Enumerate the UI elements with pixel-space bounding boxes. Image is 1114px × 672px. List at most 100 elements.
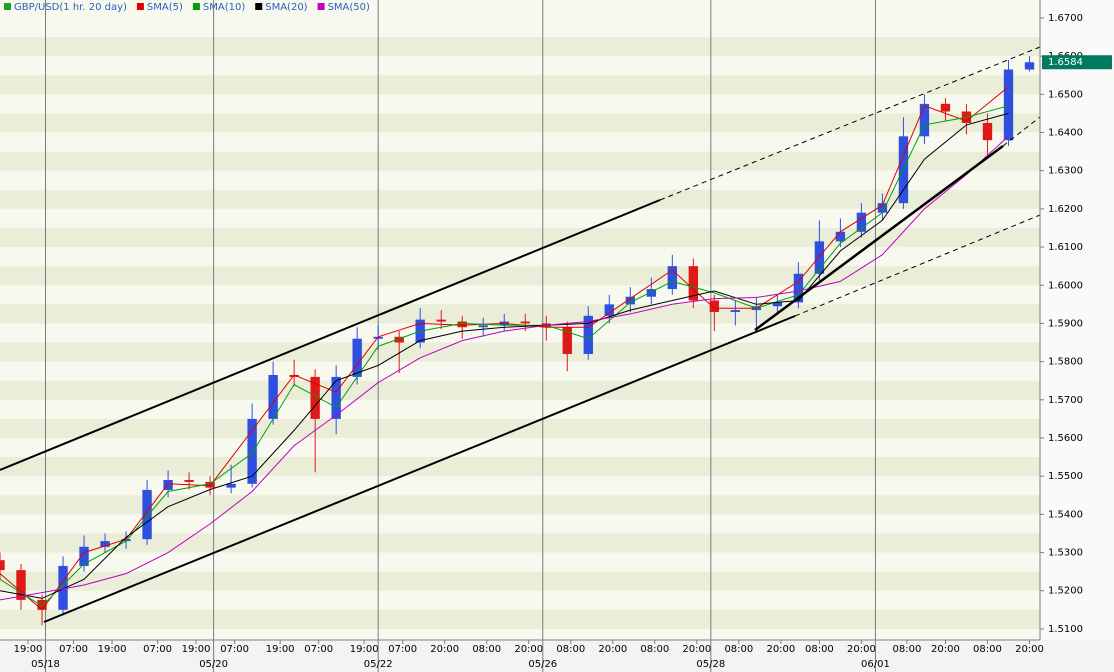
x-tick-label: 07:00 [143, 644, 172, 655]
sma-line [0, 86, 1009, 611]
trendline-extension [794, 214, 1041, 317]
candle-body [583, 315, 593, 354]
candle-body [793, 273, 804, 303]
candle-body [184, 480, 194, 482]
x-tick-label: 20:00 [766, 644, 795, 655]
x-tick-label: 20:00 [847, 644, 876, 655]
x-tick-label: 20:00 [514, 644, 543, 655]
candle-body [814, 241, 825, 274]
legend-entry: SMA(10) [203, 2, 245, 13]
candle-body [121, 539, 131, 542]
x-tick-label: 07:00 [220, 644, 249, 655]
y-tick-label: 1.5700 [1048, 395, 1083, 406]
y-tick-label: 1.5600 [1048, 433, 1083, 444]
x-tick-label: 07:00 [59, 644, 88, 655]
legend-icon [4, 3, 11, 10]
candle-body [478, 325, 488, 328]
x-tick-label: 20:00 [682, 644, 711, 655]
x-tick-label: 08:00 [893, 644, 922, 655]
y-tick-label: 1.5200 [1048, 586, 1083, 597]
x-tick-label: 20:00 [1015, 644, 1044, 655]
candle-body [520, 321, 530, 324]
candle-body [919, 103, 930, 137]
candle-body [100, 541, 110, 547]
legend-entry: SMA(5) [147, 2, 183, 13]
y-tick-label: 1.5400 [1048, 509, 1083, 520]
candle-body [856, 212, 867, 232]
candle-body [1003, 69, 1014, 141]
candle-body [268, 374, 278, 419]
stripe [0, 342, 1040, 362]
last-price-label: 1.6584 [1048, 57, 1083, 68]
date-label: 05/28 [696, 659, 725, 670]
y-tick-label: 1.5500 [1048, 471, 1083, 482]
x-tick-label: 19:00 [182, 644, 211, 655]
candle-body [625, 296, 635, 305]
date-label: 05/18 [31, 659, 60, 670]
y-tick-label: 1.5100 [1048, 624, 1083, 635]
stripe [0, 571, 1040, 591]
x-tick-label: 19:00 [14, 644, 43, 655]
candle-body [835, 231, 846, 242]
plot-background [0, 37, 1040, 629]
legend-icon [255, 3, 263, 10]
stripe [0, 227, 1040, 248]
candle-body [436, 319, 446, 322]
x-tick-label: 20:00 [598, 644, 627, 655]
date-label: 05/20 [199, 659, 228, 670]
stripe [0, 189, 1040, 209]
sma-line [0, 112, 1009, 599]
stripe [0, 609, 1040, 629]
sma-line [0, 105, 1009, 607]
y-tick-label: 1.5300 [1048, 548, 1083, 559]
candle-body [772, 302, 783, 307]
candle-body [1024, 62, 1035, 70]
stripe [0, 151, 1040, 171]
candle-body [0, 560, 5, 571]
y-tick-label: 1.6500 [1048, 89, 1083, 100]
candle-body [667, 266, 678, 290]
candle-body [562, 327, 572, 354]
plot-area [0, 0, 1035, 640]
candle-body [982, 122, 993, 141]
y-tick-label: 1.6000 [1048, 280, 1083, 291]
trendline [0, 199, 661, 471]
stripe [0, 304, 1040, 324]
y-tick-label: 1.5900 [1048, 318, 1083, 329]
candle-body [688, 266, 699, 301]
legend-title: GBP/USD(1 hr. 20 day) [14, 2, 127, 13]
y-tick-label: 1.6700 [1048, 13, 1083, 24]
y-tick-label: 1.6300 [1048, 166, 1083, 177]
trendline [754, 144, 1004, 332]
candle-body [289, 374, 299, 377]
legend-icon [192, 3, 200, 10]
candle-body [205, 481, 215, 488]
overlay: GBP/USD(1 hr. 20 day) SMA(5) SMA(10) SMA(20… [4, 2, 370, 13]
stripe [0, 495, 1040, 515]
legend-icon [136, 3, 144, 10]
y-axis-panel [1040, 0, 1114, 640]
candle-body [37, 599, 47, 610]
last-price-box [1042, 55, 1112, 70]
trendline-extension [1002, 116, 1041, 147]
x-tick-label: 08:00 [556, 644, 585, 655]
candle-body [940, 103, 951, 112]
stripe [0, 113, 1040, 133]
stripe [0, 75, 1040, 95]
x-tick-label: 19:00 [350, 644, 379, 655]
y-tick-label: 1.6100 [1048, 242, 1083, 253]
candle-body [604, 304, 614, 316]
x-tick-label: 07:00 [388, 644, 417, 655]
candle-body [646, 289, 656, 297]
x-tick-label: 08:00 [724, 644, 753, 655]
legend-entry: SMA(20) [265, 2, 307, 13]
candle-body [709, 300, 720, 312]
candle-body [730, 310, 741, 312]
x-tick-label: 20:00 [931, 644, 960, 655]
date-label: 05/26 [528, 659, 557, 670]
stripe [0, 533, 1040, 553]
sma-line [0, 135, 1009, 601]
legend-entry: SMA(50) [328, 2, 370, 13]
x-tick-label: 08:00 [472, 644, 501, 655]
candle-body [352, 338, 362, 377]
